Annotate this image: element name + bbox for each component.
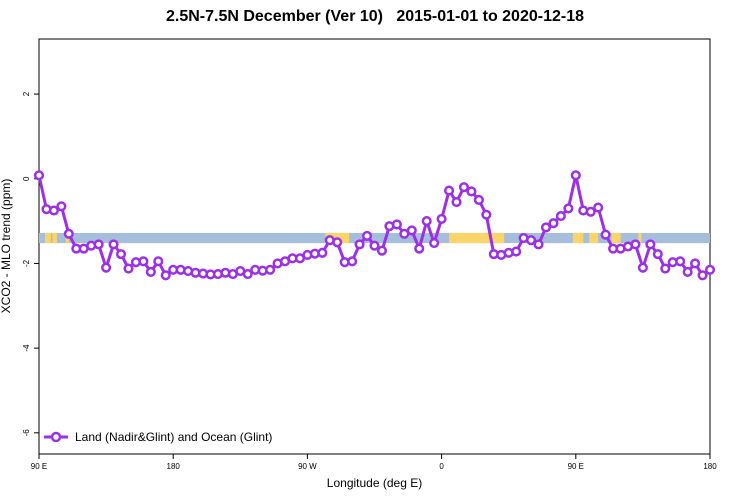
data-point [682,266,693,277]
data-point [421,216,432,227]
data-point [242,268,253,280]
data-point [690,258,701,269]
data-point [481,209,492,220]
x-tick-label: 90 E [31,462,47,471]
y-axis-label: XCO2 - MLO trend (ppm) [0,179,13,314]
data-point [332,237,343,248]
data-point [563,203,574,214]
data-point [429,238,440,249]
data-point [101,262,112,273]
data-point [33,170,45,181]
data-point [361,230,373,241]
data-point [645,239,656,250]
axes: 90 E 180 90 W 0 90 E 180 2 0 -2 -4 -6 [22,91,717,471]
data-point [697,270,708,281]
land-band-segment [52,232,57,244]
data-point [555,210,566,222]
plot-frame [38,38,711,455]
data-point [48,205,59,216]
land-band-segment [449,232,505,244]
data-point [354,239,365,250]
data-point [466,186,477,197]
data-point [652,249,663,260]
data-point [526,235,537,246]
land-band-segment [572,232,584,244]
data-point [570,170,581,181]
data-point [660,263,671,274]
data-point [369,240,380,251]
data-point [630,239,641,250]
land-band-segment [44,232,51,244]
data-point [585,206,596,217]
land-band-segment [611,232,621,244]
data-point [406,225,417,236]
chart-title: 2.5N-7.5N December (Ver 10) 2015-01-01 t… [165,8,584,25]
data-point [458,182,470,193]
data-point [511,246,522,257]
series-layer [33,170,716,281]
data-point [600,229,611,240]
ocean-band [39,232,710,244]
data-point [56,201,67,212]
data-point [533,239,544,250]
data-point [108,239,119,250]
x-axis-label: Longitude (deg E) [327,476,422,490]
y-tick-label: -2 [22,259,31,267]
land-band-segment [589,232,599,244]
data-point [123,263,134,274]
data-point [675,256,686,267]
legend: Land (Nadir&Glint) and Ocean (Glint) [44,430,272,444]
data-point [376,245,388,256]
y-tick-label: 0 [22,176,31,181]
data-point [473,194,484,205]
data-point [138,256,149,267]
data-point [115,249,127,260]
legend-label: Land (Nadir&Glint) and Ocean (Glint) [75,430,272,444]
x-tick-label: 90 E [568,462,584,471]
data-point [451,196,462,208]
data-point [704,264,716,275]
data-point [347,256,358,267]
data-point [414,243,425,254]
data-point [540,222,552,233]
x-tick-label: 180 [703,462,717,471]
data-point [548,218,559,229]
data-point [153,256,164,267]
data-point [265,264,276,275]
data-point [63,228,74,239]
legend-marker [50,431,62,443]
data-point [637,262,648,273]
data-point [145,266,156,277]
y-tick-label: 2 [22,91,31,96]
data-point [444,185,455,196]
data-point [317,247,328,258]
y-tick-label: -6 [22,429,31,437]
y-tick-label: -4 [22,344,31,352]
x-tick-label: 0 [439,462,444,471]
data-point [593,202,604,213]
x-tick-label: 90 W [298,462,317,471]
data-point [436,213,447,225]
land-band-segment [638,232,642,244]
data-point [160,270,171,281]
data-point [93,239,104,250]
data-point [391,219,402,230]
x-tick-label: 180 [167,462,181,471]
